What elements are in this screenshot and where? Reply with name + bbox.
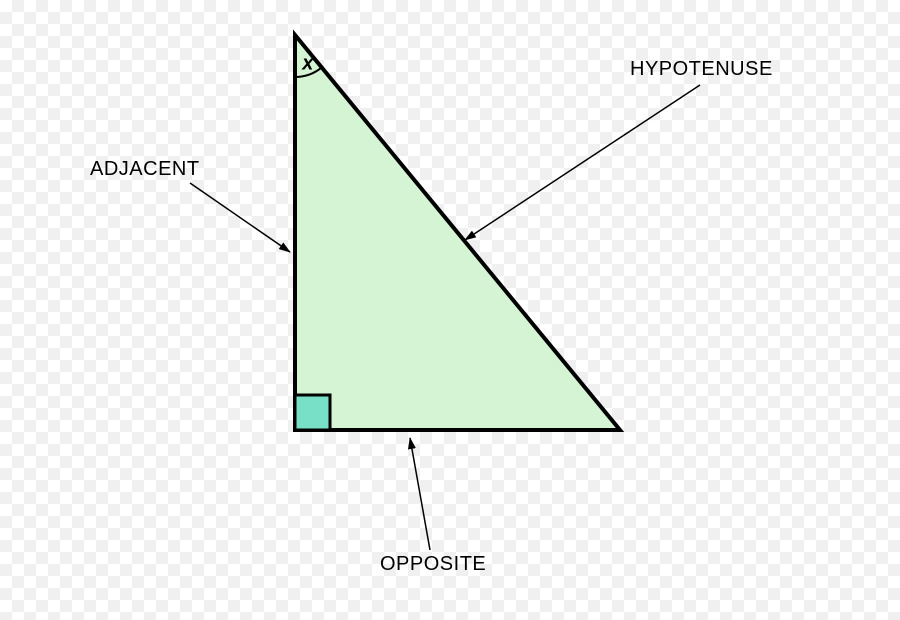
- label-opposite: OPPOSITE: [380, 553, 486, 575]
- arrow-opposite: [410, 438, 430, 550]
- diagram-canvas: x HYPOTENUSE ADJACENT OPPOSITE: [0, 0, 900, 620]
- right-triangle: [295, 35, 620, 430]
- apex-angle-label: x: [301, 53, 314, 75]
- arrow-adjacent: [190, 183, 290, 252]
- label-adjacent: ADJACENT: [90, 158, 200, 180]
- label-hypotenuse: HYPOTENUSE: [630, 58, 773, 80]
- right-angle-marker: [295, 395, 330, 430]
- arrow-hypotenuse: [465, 85, 700, 240]
